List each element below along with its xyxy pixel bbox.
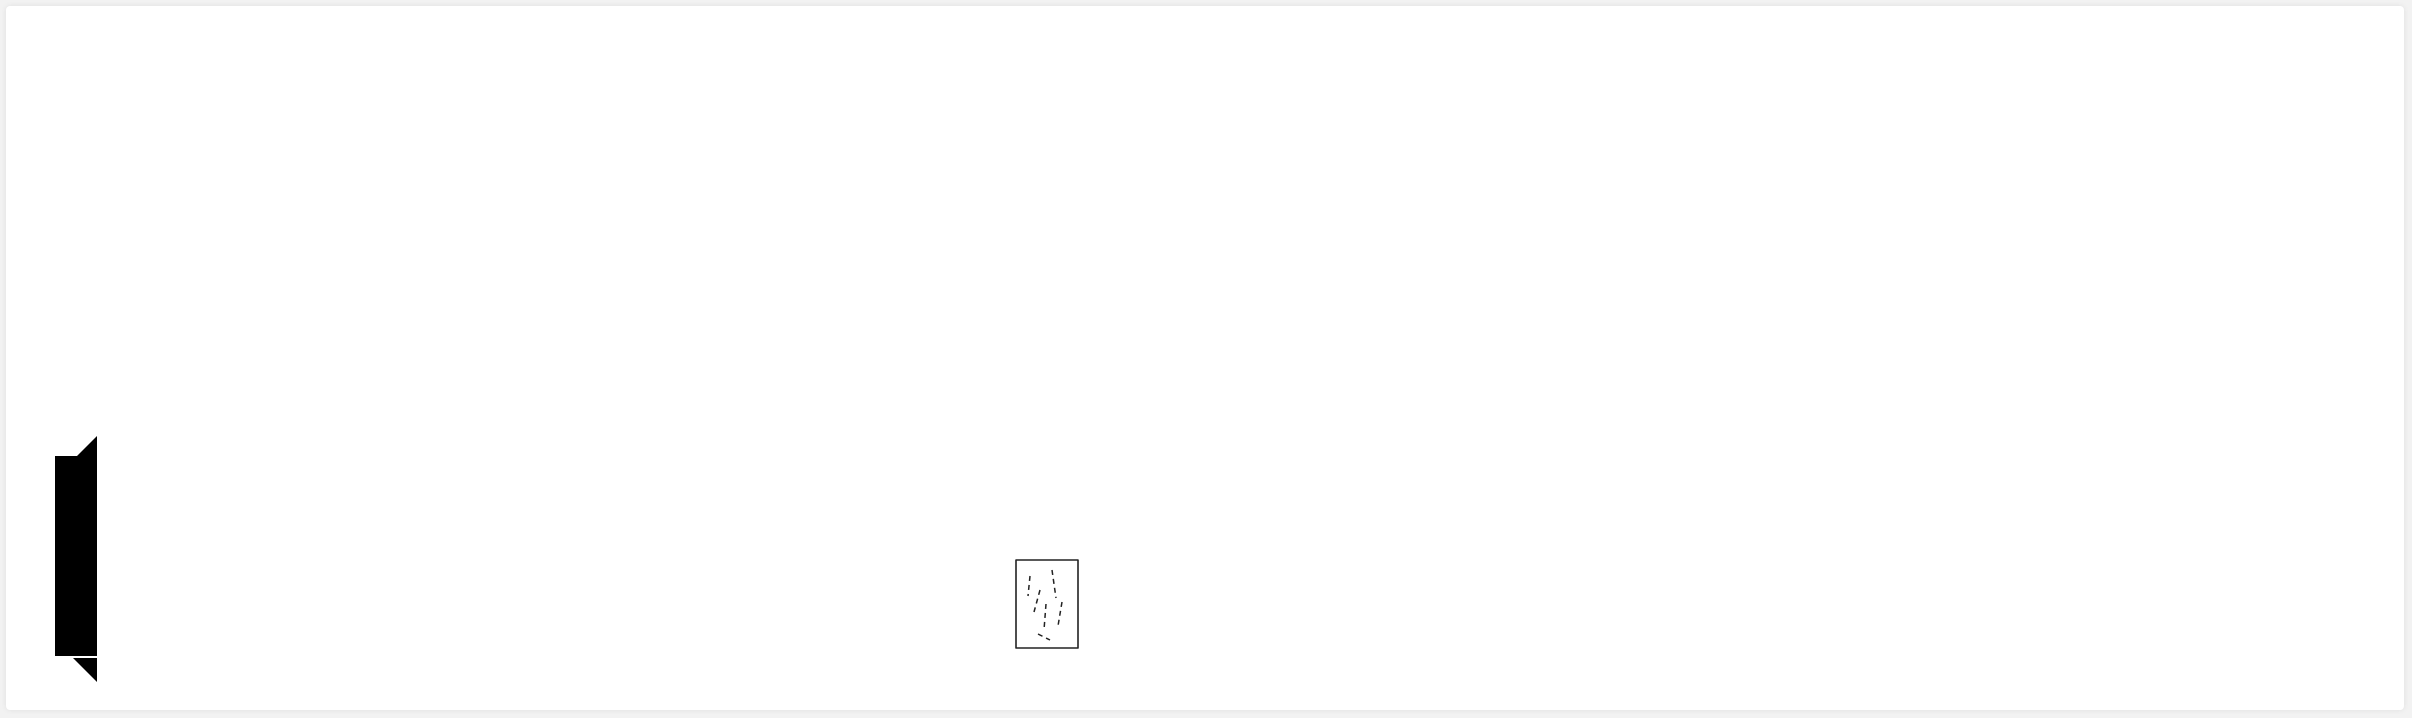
chart-card [6,6,2404,710]
visual-map-high-handle[interactable] [73,436,97,460]
visual-map[interactable] [55,436,97,682]
visual-map-low-handle[interactable] [73,658,97,682]
visual-map-gradient-bar[interactable] [55,456,97,656]
south-china-sea-inset [1015,559,1079,649]
china-map [1015,559,1079,649]
